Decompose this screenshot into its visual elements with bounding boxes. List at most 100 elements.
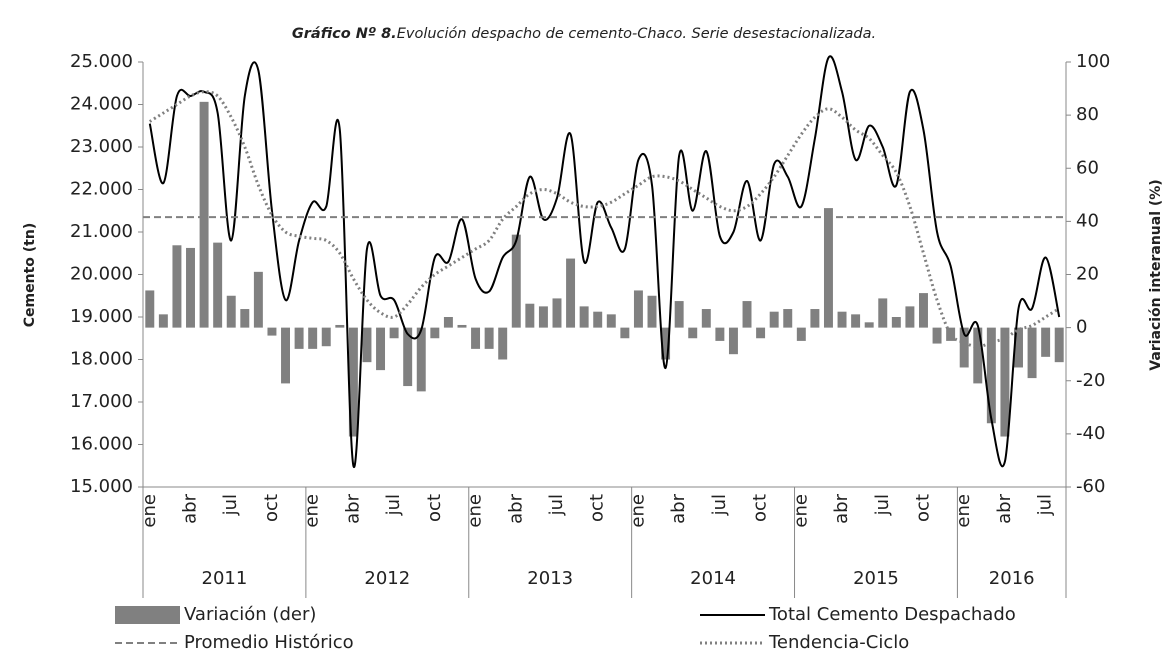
- legend-label: Tendencia-Ciclo: [768, 632, 909, 653]
- x-tick-label: abr: [180, 493, 201, 523]
- bar: [348, 327, 358, 437]
- title-label: Gráfico Nº 8.: [292, 26, 397, 42]
- bar: [593, 311, 603, 328]
- bar: [606, 314, 616, 328]
- x-tick-label: oct: [424, 494, 445, 522]
- bar: [864, 322, 874, 328]
- bar: [376, 327, 386, 371]
- y2-tick-label: 20: [1076, 264, 1099, 285]
- y-tick-label: 16.000: [70, 434, 133, 455]
- x-tick-label: ene: [953, 494, 974, 528]
- bar: [1027, 327, 1037, 379]
- bar: [1054, 327, 1064, 363]
- bar: [566, 258, 576, 328]
- bar: [321, 327, 331, 347]
- bar: [1000, 327, 1010, 437]
- bar: [973, 327, 983, 384]
- x-tick-label: oct: [587, 494, 608, 522]
- y2-tick-label: -20: [1076, 370, 1105, 391]
- bar: [484, 327, 494, 349]
- y2-tick-label: 60: [1076, 157, 1099, 178]
- bar: [145, 290, 155, 328]
- bar: [294, 327, 304, 349]
- y2-tick-label: 80: [1076, 104, 1099, 125]
- y-tick-label: 23.000: [70, 136, 133, 157]
- bar: [728, 327, 738, 355]
- bar: [335, 324, 345, 328]
- bar: [891, 317, 901, 328]
- bar: [226, 295, 236, 328]
- bar: [715, 327, 725, 341]
- bar: [267, 327, 277, 336]
- bar: [823, 208, 833, 328]
- bar: [253, 271, 263, 328]
- bar: [308, 327, 318, 349]
- legend-swatch: [115, 606, 180, 624]
- y-tick-label: 17.000: [70, 391, 133, 412]
- y2-tick-label: 100: [1076, 51, 1110, 72]
- bar: [783, 309, 793, 328]
- y2-tick-label: 0: [1076, 317, 1087, 338]
- bar: [688, 327, 698, 339]
- bar: [430, 327, 440, 339]
- y-tick-label: 21.000: [70, 221, 133, 242]
- x-tick-label: oct: [912, 494, 933, 522]
- bar: [498, 327, 508, 360]
- x-tick-label: ene: [790, 494, 811, 528]
- bar: [633, 290, 643, 328]
- bar: [1041, 327, 1051, 357]
- bar: [674, 301, 684, 328]
- y-tick-label: 15.000: [70, 476, 133, 497]
- bar: [647, 295, 657, 328]
- line: [148, 55, 1061, 468]
- bar: [240, 309, 250, 328]
- bar: [213, 242, 223, 328]
- bar: [851, 314, 861, 328]
- x-tick-label: jul: [546, 494, 567, 516]
- x-tick-label: ene: [465, 494, 486, 528]
- legend-label: Promedio Histórico: [184, 632, 354, 653]
- bar: [511, 234, 521, 328]
- bar: [932, 327, 942, 344]
- y-tick-label: 24.000: [70, 94, 133, 115]
- bar: [756, 327, 766, 339]
- title-text: Evolución despacho de cemento-Chaco. Ser…: [397, 26, 876, 42]
- year-label: 2014: [690, 568, 736, 589]
- y-tick-label: 22.000: [70, 179, 133, 200]
- x-tick-label: ene: [627, 494, 648, 528]
- y-tick-label: 25.000: [70, 51, 133, 72]
- bar: [661, 327, 671, 360]
- bar: [959, 327, 969, 368]
- y2-tick-label: -60: [1076, 476, 1105, 497]
- bar: [199, 101, 209, 328]
- x-tick-label: abr: [831, 493, 852, 523]
- year-label: 2015: [853, 568, 899, 589]
- x-tick-label: abr: [994, 493, 1015, 523]
- x-tick-label: abr: [342, 493, 363, 523]
- bar: [579, 306, 589, 328]
- x-tick-label: jul: [383, 494, 404, 516]
- y-tick-label: 20.000: [70, 264, 133, 285]
- x-tick-label: oct: [750, 494, 771, 522]
- year-label: 2013: [527, 568, 573, 589]
- legend-label: Total Cemento Despachado: [768, 604, 1016, 625]
- y-tick-label: 19.000: [70, 306, 133, 327]
- bar: [172, 245, 182, 328]
- y2-tick-label: -40: [1076, 423, 1105, 444]
- bar: [769, 311, 779, 328]
- bar: [1014, 327, 1023, 368]
- bar: [810, 309, 820, 328]
- bar: [946, 327, 956, 341]
- bar: [918, 293, 928, 328]
- y-tick-label: 18.000: [70, 349, 133, 370]
- bar: [158, 314, 168, 328]
- bar: [403, 327, 413, 387]
- bar: [389, 327, 399, 339]
- y2-axis-title: Variación interanual (%): [1148, 179, 1164, 370]
- bar: [457, 324, 467, 328]
- x-tick-label: oct: [261, 494, 282, 522]
- x-tick-label: jul: [1035, 494, 1056, 516]
- bar: [701, 309, 711, 328]
- bar: [552, 298, 562, 328]
